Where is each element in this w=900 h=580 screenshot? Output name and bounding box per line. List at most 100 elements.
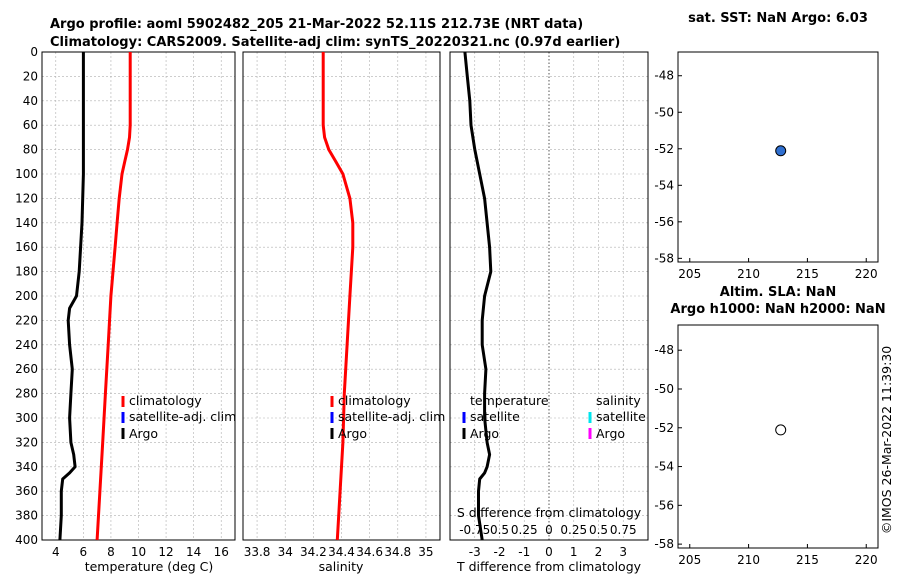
legend-salinity-title: salinity <box>596 393 641 408</box>
plot-frame <box>41 51 236 541</box>
y-tick-label: -48 <box>654 69 674 83</box>
sst-map-title: sat. SST: NaN Argo: 6.03 <box>688 11 868 26</box>
legend-argo-label: Argo <box>338 426 367 441</box>
y-tick-label: 200 <box>15 289 38 303</box>
sla-map-title-line2: Argo h1000: NaN h2000: NaN <box>670 302 885 317</box>
legend-satellite-label: satellite-adj. clim <box>129 409 236 424</box>
x-tick-label: 14 <box>186 545 201 559</box>
y-tick-label: 380 <box>15 509 38 523</box>
y-tick-label: 140 <box>15 216 38 230</box>
y-tick-label: 180 <box>15 265 38 279</box>
legend-argo-label: Argo <box>129 426 158 441</box>
x-tick-label: 34.2 <box>300 545 327 559</box>
y-tick-label: 100 <box>15 167 38 181</box>
y-tick-label: 40 <box>23 94 38 108</box>
x-tick-label: 12 <box>158 545 173 559</box>
y-tick-label: 0 <box>30 45 38 59</box>
y-tick-label: -58 <box>654 251 674 265</box>
y-tick-label: -56 <box>654 498 674 512</box>
y-tick-label: 280 <box>15 387 38 401</box>
x-tick-label: 34.4 <box>328 545 355 559</box>
x-tick-label: 210 <box>737 267 760 281</box>
sla-map-title-line1: Altim. SLA: NaN <box>720 285 836 300</box>
x-tick-label: 215 <box>796 553 819 567</box>
s-difference-label: S difference from climatology <box>457 505 642 520</box>
x-tick-label: 210 <box>737 553 760 567</box>
y-tick-label: -48 <box>654 343 674 357</box>
legend-climatology-label: climatology <box>129 393 202 408</box>
plot-frame <box>449 51 649 541</box>
x-tick-label: 205 <box>678 267 701 281</box>
series-line-climatology <box>321 52 355 541</box>
s-diff-tick-label: 0.5 <box>490 523 509 537</box>
y-tick-label: 360 <box>15 484 38 498</box>
difference-legend: temperature salinity satellite Argo sate… <box>462 393 646 441</box>
legend-satellite-label: satellite-adj. clim <box>338 409 445 424</box>
x-tick-label: 2 <box>595 545 603 559</box>
y-tick-label: 400 <box>15 533 38 547</box>
x-tick-label: 215 <box>796 267 819 281</box>
temperature-legend: climatology satellite-adj. clim Argo <box>121 393 236 441</box>
sla-map-panel: Altim. SLA: NaN Argo h1000: NaN h2000: N… <box>654 285 885 567</box>
y-tick-label: 260 <box>15 362 38 376</box>
s-diff-tick-label: 0 <box>545 523 553 537</box>
difference-xlabel: T difference from climatology <box>456 559 642 574</box>
y-tick-label: -52 <box>654 421 674 435</box>
y-tick-label: -54 <box>654 460 674 474</box>
y-tick-label: 220 <box>15 313 38 327</box>
y-tick-label: 60 <box>23 118 38 132</box>
legend-s-satellite-label: satellite <box>596 409 646 424</box>
x-tick-label: 6 <box>80 545 88 559</box>
x-tick-label: 10 <box>131 545 146 559</box>
figure-title-line2: Climatology: CARS2009. Satellite-adj cli… <box>50 35 620 50</box>
imos-stamp: ©IMOS 26-Mar-2022 11:39:30 <box>879 346 894 534</box>
plot-frame <box>242 51 441 541</box>
y-tick-label: 340 <box>15 460 38 474</box>
s-diff-tick-label: 0.75 <box>610 523 637 537</box>
y-tick-label: 300 <box>15 411 38 425</box>
y-tick-label: -52 <box>654 142 674 156</box>
temperature-xlabel: temperature (deg C) <box>85 559 214 574</box>
x-tick-label: 8 <box>107 545 115 559</box>
y-tick-label: -56 <box>654 215 674 229</box>
y-tick-label: 160 <box>15 240 38 254</box>
x-tick-label: 1 <box>570 545 578 559</box>
figure-title-line1: Argo profile: aoml 5902482_205 21-Mar-20… <box>50 17 583 32</box>
map-frame <box>677 51 879 263</box>
float-position-marker <box>775 424 787 436</box>
x-tick-label: 16 <box>214 545 229 559</box>
sst-map-panel: sat. SST: NaN Argo: 6.03 -48 -50 -52 -54 -56… <box>654 11 879 281</box>
x-tick-label: 3 <box>619 545 627 559</box>
legend-t-satellite-label: satellite <box>470 409 520 424</box>
x-tick-label: -1 <box>518 545 530 559</box>
x-tick-label: 34 <box>278 545 293 559</box>
salinity-legend: climatology satellite-adj. clim Argo <box>330 393 445 441</box>
s-diff-tick-label: -0.75 <box>459 523 490 537</box>
y-tick-label: 80 <box>23 143 38 157</box>
salinity-xlabel: salinity <box>319 559 364 574</box>
x-tick-label: 0 <box>545 545 553 559</box>
legend-climatology-label: climatology <box>338 393 411 408</box>
x-tick-label: 4 <box>52 545 60 559</box>
map-frame <box>677 324 879 549</box>
y-tick-label: 120 <box>15 191 38 205</box>
float-position-dot <box>775 145 787 157</box>
y-tick-label: 320 <box>15 435 38 449</box>
legend-temperature-title: temperature <box>470 393 549 408</box>
x-tick-label: 35 <box>418 545 433 559</box>
legend-s-argo-label: Argo <box>596 426 625 441</box>
y-tick-label: 20 <box>23 69 38 83</box>
x-tick-label: 220 <box>855 553 878 567</box>
difference-panel: T difference from climatology S differen… <box>449 51 649 574</box>
y-tick-label: 240 <box>15 338 38 352</box>
x-tick-label: 34.8 <box>384 545 411 559</box>
x-tick-label: 205 <box>678 553 701 567</box>
series-line-argo <box>58 52 85 541</box>
s-diff-tick-label: 0.25 <box>560 523 587 537</box>
x-tick-label: 220 <box>855 267 878 281</box>
y-tick-label: -58 <box>654 537 674 551</box>
x-tick-label: -2 <box>494 545 506 559</box>
x-tick-label: -3 <box>469 545 481 559</box>
series-line-climatology <box>95 52 132 541</box>
